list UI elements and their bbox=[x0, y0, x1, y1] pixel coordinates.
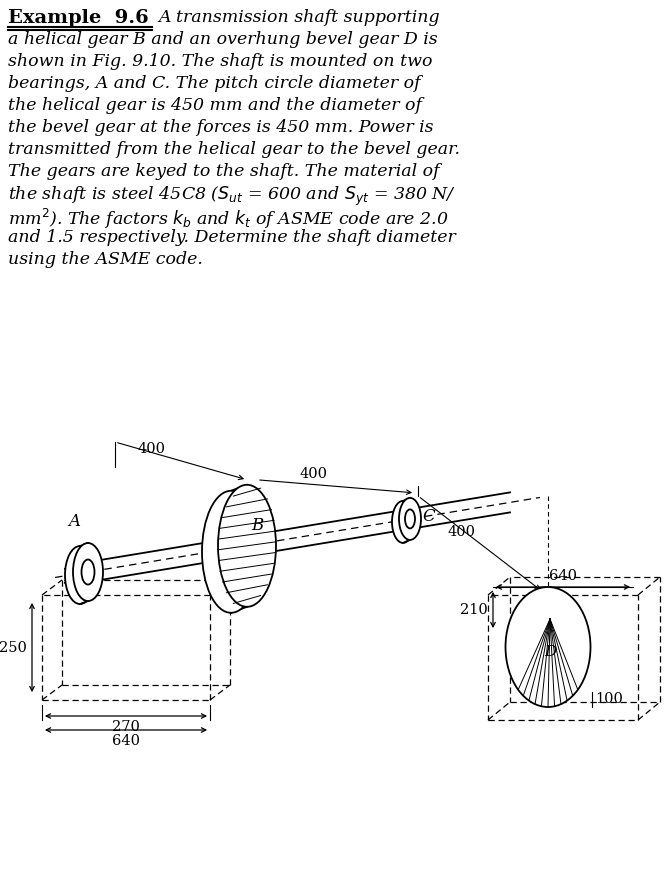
Ellipse shape bbox=[399, 498, 421, 540]
Text: the bevel gear at the forces is 450 mm. Power is: the bevel gear at the forces is 450 mm. … bbox=[8, 119, 434, 136]
Text: the shaft is steel 45C8 ($S_{ut}$ = 600 and $S_{yt}$ = 380 N/: the shaft is steel 45C8 ($S_{ut}$ = 600 … bbox=[8, 185, 456, 208]
Ellipse shape bbox=[73, 543, 103, 601]
Text: 640: 640 bbox=[112, 734, 140, 748]
Text: transmitted from the helical gear to the bevel gear.: transmitted from the helical gear to the… bbox=[8, 141, 460, 158]
Text: and 1.5 respectively. Determine the shaft diameter: and 1.5 respectively. Determine the shaf… bbox=[8, 229, 456, 246]
Text: A: A bbox=[68, 513, 80, 530]
Text: C: C bbox=[422, 509, 435, 525]
Text: using the ASME code.: using the ASME code. bbox=[8, 251, 203, 268]
Ellipse shape bbox=[405, 510, 415, 529]
Ellipse shape bbox=[506, 587, 590, 707]
Text: 210: 210 bbox=[460, 603, 488, 617]
Text: 400: 400 bbox=[448, 525, 476, 539]
Text: The gears are keyed to the shaft. The material of: The gears are keyed to the shaft. The ma… bbox=[8, 163, 440, 180]
Text: the helical gear is 450 mm and the diameter of: the helical gear is 450 mm and the diame… bbox=[8, 97, 422, 114]
Text: D: D bbox=[544, 645, 556, 659]
Text: mm$^2$). The factors $k_b$ and $k_t$ of ASME code are 2.0: mm$^2$). The factors $k_b$ and $k_t$ of … bbox=[8, 207, 449, 232]
Ellipse shape bbox=[81, 560, 95, 585]
Text: a helical gear B and an overhung bevel gear D is: a helical gear B and an overhung bevel g… bbox=[8, 31, 438, 48]
Text: 400: 400 bbox=[300, 467, 328, 481]
Text: Example  9.6: Example 9.6 bbox=[8, 9, 149, 27]
Text: A transmission shaft supporting: A transmission shaft supporting bbox=[158, 9, 440, 26]
Ellipse shape bbox=[392, 501, 414, 543]
Ellipse shape bbox=[65, 546, 95, 604]
Text: 400: 400 bbox=[138, 442, 166, 456]
Text: 250: 250 bbox=[0, 640, 27, 654]
Text: 640: 640 bbox=[549, 569, 577, 583]
Text: B: B bbox=[251, 517, 263, 534]
Ellipse shape bbox=[218, 485, 276, 607]
Text: 270: 270 bbox=[112, 720, 140, 734]
Text: 100: 100 bbox=[595, 692, 623, 706]
Text: shown in Fig. 9.10. The shaft is mounted on two: shown in Fig. 9.10. The shaft is mounted… bbox=[8, 53, 432, 70]
Text: bearings, A and C. The pitch circle diameter of: bearings, A and C. The pitch circle diam… bbox=[8, 75, 420, 92]
Ellipse shape bbox=[202, 491, 260, 613]
